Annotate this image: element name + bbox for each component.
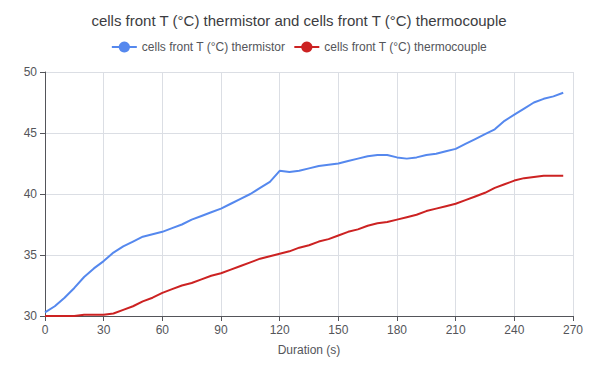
svg-text:30: 30 <box>24 309 38 323</box>
svg-text:45: 45 <box>24 126 38 140</box>
svg-text:60: 60 <box>156 323 170 337</box>
svg-text:cells front T (°C) thermistor: cells front T (°C) thermistor and cells … <box>91 12 506 29</box>
svg-text:Duration (s): Duration (s) <box>278 343 341 357</box>
svg-text:50: 50 <box>24 65 38 79</box>
svg-text:180: 180 <box>387 323 407 337</box>
svg-text:240: 240 <box>504 323 524 337</box>
svg-text:cells front T (°C) thermocoupl: cells front T (°C) thermocouple <box>324 40 487 54</box>
svg-text:150: 150 <box>328 323 348 337</box>
svg-text:210: 210 <box>446 323 466 337</box>
svg-text:35: 35 <box>24 248 38 262</box>
svg-text:cells front T (°C) thermistor: cells front T (°C) thermistor <box>142 40 285 54</box>
svg-text:90: 90 <box>214 323 228 337</box>
svg-text:40: 40 <box>24 187 38 201</box>
svg-text:120: 120 <box>270 323 290 337</box>
svg-text:270: 270 <box>563 323 583 337</box>
svg-text:0: 0 <box>42 323 49 337</box>
svg-text:30: 30 <box>97 323 111 337</box>
